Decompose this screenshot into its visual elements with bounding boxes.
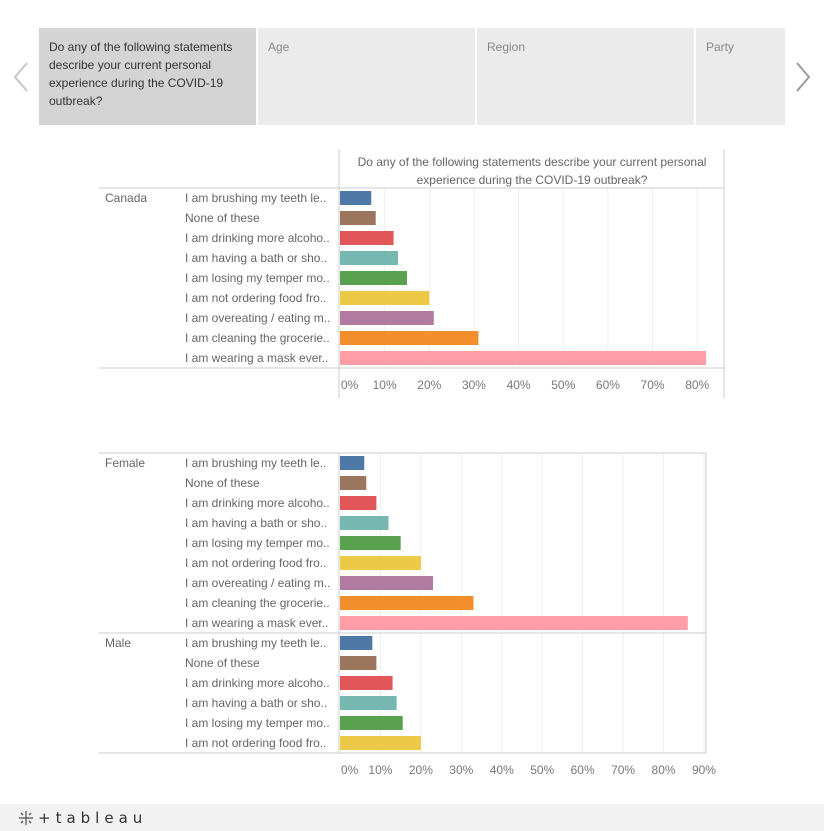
- bar-female-5: [340, 556, 421, 570]
- x-tick-label: 50%: [530, 763, 554, 777]
- bar-canada-4: [340, 271, 407, 285]
- x-tick-label: 70%: [641, 378, 665, 392]
- category-label: I am drinking more alcoho..: [185, 496, 330, 510]
- bar-female-7: [340, 596, 474, 610]
- category-label: I am not ordering food fro..: [185, 291, 326, 305]
- x-tick-label: 20%: [409, 763, 433, 777]
- bar-female-8: [340, 616, 688, 630]
- bar-canada-2: [340, 231, 394, 245]
- bar-canada-3: [340, 251, 399, 265]
- bar-male-1: [340, 656, 377, 670]
- bar-canada-0: [340, 191, 372, 205]
- bar-female-4: [340, 536, 401, 550]
- category-label: None of these: [185, 476, 260, 490]
- category-label: I am not ordering food fro..: [185, 736, 326, 750]
- x-tick-label: 10%: [373, 378, 397, 392]
- tableau-logo[interactable]: + tableau: [16, 808, 147, 828]
- category-label: I am wearing a mask ever..: [185, 351, 328, 365]
- chart-title-line: experience during the COVID-19 outbreak?: [417, 173, 648, 187]
- bar-female-2: [340, 496, 377, 510]
- x-tick-label: 0%: [341, 763, 359, 777]
- category-label: I am brushing my teeth le..: [185, 191, 326, 205]
- x-tick-label: 60%: [596, 378, 620, 392]
- footer-bar: + tableau: [0, 804, 824, 831]
- category-label: I am wearing a mask ever..: [185, 616, 328, 630]
- tab-region[interactable]: Region: [477, 28, 694, 125]
- bar-male-4: [340, 716, 403, 730]
- category-label: I am overeating / eating m..: [185, 576, 330, 590]
- tableau-logo-icon: [19, 811, 33, 825]
- tableau-logo-text: +: [38, 809, 56, 827]
- category-label: I am losing my temper mo..: [185, 536, 330, 550]
- x-tick-label: 50%: [551, 378, 575, 392]
- x-tick-label: 40%: [490, 763, 514, 777]
- bar-canada-1: [340, 211, 376, 225]
- bar-female-1: [340, 476, 367, 490]
- x-tick-label: 80%: [685, 378, 709, 392]
- previous-arrow-icon[interactable]: [10, 60, 32, 94]
- bar-female-3: [340, 516, 389, 530]
- bar-female-6: [340, 576, 434, 590]
- category-label: I am drinking more alcoho..: [185, 231, 330, 245]
- bar-male-2: [340, 676, 393, 690]
- x-tick-label: 90%: [692, 763, 716, 777]
- group-label-male: Male: [105, 636, 131, 650]
- bar-canada-7: [340, 331, 479, 345]
- category-label: I am having a bath or sho..: [185, 696, 327, 710]
- x-tick-label: 40%: [507, 378, 531, 392]
- x-tick-label: 70%: [611, 763, 635, 777]
- category-label: I am losing my temper mo..: [185, 271, 330, 285]
- x-tick-label: 20%: [417, 378, 441, 392]
- gender-bar-chart: Female I am brushing my teeth le.. None of…: [99, 452, 716, 777]
- category-label: I am brushing my teeth le..: [185, 456, 326, 470]
- category-label: I am brushing my teeth le..: [185, 636, 326, 650]
- tableau-wordmark: tableau: [55, 809, 148, 827]
- category-label: I am cleaning the grocerie..: [185, 331, 330, 345]
- x-tick-label: 30%: [449, 763, 473, 777]
- category-label: I am cleaning the grocerie..: [185, 596, 330, 610]
- group-label-female: Female: [105, 456, 145, 470]
- category-label: I am having a bath or sho..: [185, 516, 327, 530]
- category-label: I am having a bath or sho..: [185, 251, 327, 265]
- next-arrow-icon[interactable]: [792, 60, 814, 94]
- bar-canada-5: [340, 291, 430, 305]
- canada-bar-chart: Do any of the following statements descr…: [99, 149, 725, 398]
- bar-canada-8: [340, 351, 707, 365]
- bar-male-3: [340, 696, 397, 710]
- category-label: I am overeating / eating m..: [185, 311, 330, 325]
- chart-title-line: Do any of the following statements descr…: [358, 155, 707, 169]
- x-tick-label: 0%: [341, 378, 359, 392]
- group-label-canada: Canada: [105, 191, 147, 205]
- x-tick-label: 30%: [462, 378, 486, 392]
- x-tick-label: 10%: [368, 763, 392, 777]
- bar-male-0: [340, 636, 373, 650]
- x-tick-label: 80%: [652, 763, 676, 777]
- tab-age[interactable]: Age: [258, 28, 475, 125]
- category-label: I am losing my temper mo..: [185, 716, 330, 730]
- bar-male-5: [340, 736, 421, 750]
- category-label: None of these: [185, 656, 260, 670]
- category-label: None of these: [185, 211, 260, 225]
- category-label: I am drinking more alcoho..: [185, 676, 330, 690]
- category-label: I am not ordering food fro..: [185, 556, 326, 570]
- bar-canada-6: [340, 311, 434, 325]
- x-tick-label: 60%: [571, 763, 595, 777]
- bar-female-0: [340, 456, 365, 470]
- tab-statements[interactable]: Do any of the following statements descr…: [39, 28, 256, 125]
- tab-party[interactable]: Party: [696, 28, 785, 125]
